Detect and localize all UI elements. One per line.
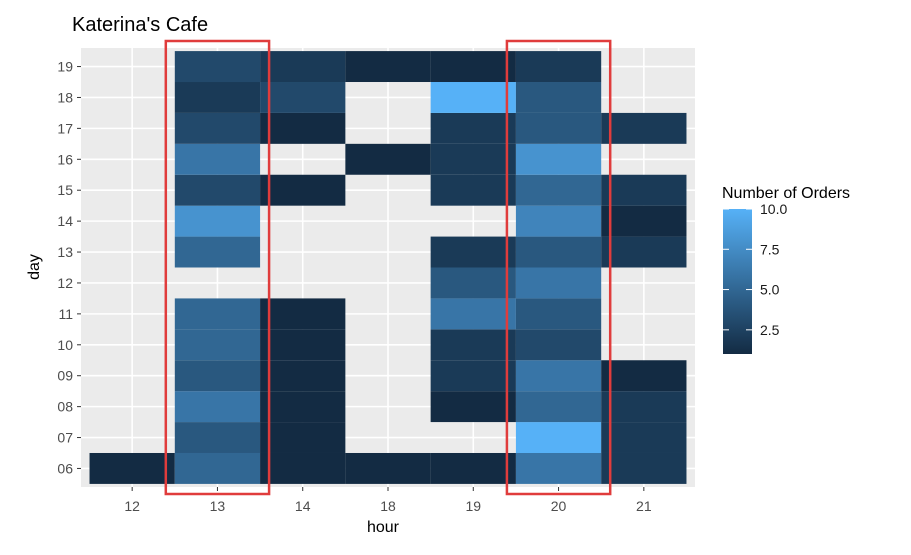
heatmap-cell-13-10	[174, 329, 261, 361]
heatmap-cell-14-17	[260, 112, 346, 144]
y-axis-label: day	[26, 254, 43, 280]
heatmap-cell-19-13	[430, 236, 516, 268]
heatmap-cell-13-08	[174, 391, 261, 423]
heatmap-cell-19-16	[430, 143, 516, 175]
heatmap-cell-19-12	[430, 267, 516, 299]
legend-tick-label: 7.5	[760, 241, 780, 257]
heatmap-cell-19-15	[430, 174, 516, 206]
x-tick-label: 19	[465, 498, 481, 514]
x-tick-label: 14	[295, 498, 311, 514]
heatmap-cell-18-06	[345, 452, 431, 484]
heatmap-cell-20-15	[515, 174, 602, 206]
legend-title: Number of Orders	[722, 185, 850, 202]
heatmap-cell-13-19	[174, 51, 261, 83]
legend-tick-label: 2.5	[760, 322, 780, 338]
heatmap-cell-13-14	[174, 205, 261, 237]
x-tick-label: 18	[380, 498, 396, 514]
y-tick-label: 13	[57, 244, 73, 260]
heatmap-cell-21-07	[601, 422, 687, 453]
heatmap-cell-21-09	[601, 360, 687, 392]
y-tick-label: 18	[57, 89, 73, 105]
heatmap-cell-14-10	[260, 329, 346, 361]
legend-tick-label: 5.0	[760, 282, 780, 298]
heatmap-cell-21-14	[601, 205, 687, 237]
heatmap-cell-20-10	[515, 329, 602, 361]
heatmap-cell-21-13	[601, 236, 687, 268]
heatmap-cell-20-07	[515, 422, 602, 453]
heatmap-cell-20-08	[515, 391, 602, 423]
heatmap-cell-19-11	[430, 298, 516, 330]
heatmap-cell-20-11	[515, 298, 602, 330]
chart-title: Katerina's Cafe	[72, 14, 208, 36]
heatmap-cell-14-18	[260, 82, 346, 113]
heatmap-cell-21-15	[601, 174, 687, 206]
legend-tick-label: 10.0	[760, 201, 787, 217]
heatmap-cell-20-17	[515, 112, 602, 144]
heatmap-cell-20-13	[515, 236, 602, 268]
y-tick-label: 17	[57, 120, 73, 136]
y-tick-label: 08	[57, 399, 73, 415]
y-tick-label: 16	[57, 151, 73, 167]
x-tick-label: 20	[551, 498, 567, 514]
heatmap-cell-13-16	[174, 143, 261, 175]
highlight-boxes	[164, 39, 612, 496]
heatmap-cell-19-08	[430, 391, 516, 423]
x-axis-ticks: 12 13 14 18 19 20 21	[124, 487, 652, 514]
highlight-box-20	[505, 39, 612, 496]
heatmap-cell-14-08	[260, 391, 346, 423]
y-axis-ticks: 06 07 08 09 10 11 12 13 14 15 16 17 18 19	[57, 59, 81, 476]
x-tick-label: 12	[124, 498, 140, 514]
heatmap-cell-20-06	[515, 452, 602, 484]
highlight-box-13	[164, 39, 271, 496]
heatmap-cell-20-12	[515, 267, 602, 299]
heatmap-cell-13-18	[174, 82, 261, 113]
legend-ticks: 10.0 7.5 5.0 2.5	[723, 201, 787, 338]
heatmap-cell-14-06	[260, 452, 346, 484]
heatmap-cell-19-09	[430, 360, 516, 392]
heatmap-cell-18-19	[345, 51, 431, 83]
heatmap-cell-14-07	[260, 422, 346, 453]
heatmap-cell-13-07	[174, 422, 261, 453]
heatmap-cell-19-18	[430, 82, 516, 113]
heatmap-cell-19-17	[430, 112, 516, 144]
y-tick-label: 10	[57, 337, 73, 353]
heatmap-cell-13-13	[174, 236, 261, 268]
heatmap-cell-19-10	[430, 329, 516, 361]
heatmap-cell-14-09	[260, 360, 346, 392]
y-tick-label: 07	[57, 430, 73, 446]
heatmap-cell-19-19	[430, 51, 516, 83]
y-tick-label: 11	[58, 306, 73, 322]
y-tick-label: 19	[57, 59, 73, 75]
x-tick-label: 21	[636, 498, 652, 514]
heatmap-cell-13-11	[174, 298, 261, 330]
heatmap-cell-18-16	[345, 143, 431, 175]
heatmap-cell-13-09	[174, 360, 261, 392]
heatmap-cell-21-17	[601, 112, 687, 144]
y-tick-label: 06	[57, 460, 73, 476]
heatmap-cell-14-19	[260, 51, 346, 83]
legend-colorbar	[723, 209, 752, 354]
heatmap-cell-20-09	[515, 360, 602, 392]
y-tick-label: 14	[57, 213, 73, 229]
heatmap-cell-19-06	[430, 452, 516, 484]
heatmap-cell-21-08	[601, 391, 687, 423]
heatmap-cell-13-15	[174, 174, 261, 206]
y-tick-label: 15	[57, 182, 73, 198]
heatmap-cell-14-15	[260, 174, 346, 206]
heatmap-cell-14-11	[260, 298, 346, 330]
heatmap-cell-13-06	[174, 452, 261, 484]
heatmap-cell-20-18	[515, 82, 602, 113]
x-axis-label: hour	[367, 519, 400, 536]
heatmap-cell-13-17	[174, 112, 261, 144]
heatmap-cell-21-06	[601, 452, 687, 484]
heatmap-cell-20-14	[515, 205, 602, 237]
heatmap-cell-20-16	[515, 143, 602, 175]
heatmap-cells	[89, 51, 687, 484]
y-tick-label: 09	[57, 368, 73, 384]
y-tick-label: 12	[57, 275, 73, 291]
heatmap-cell-12-06	[89, 452, 175, 484]
x-tick-label: 13	[210, 498, 226, 514]
heatmap-cell-20-19	[515, 51, 602, 83]
